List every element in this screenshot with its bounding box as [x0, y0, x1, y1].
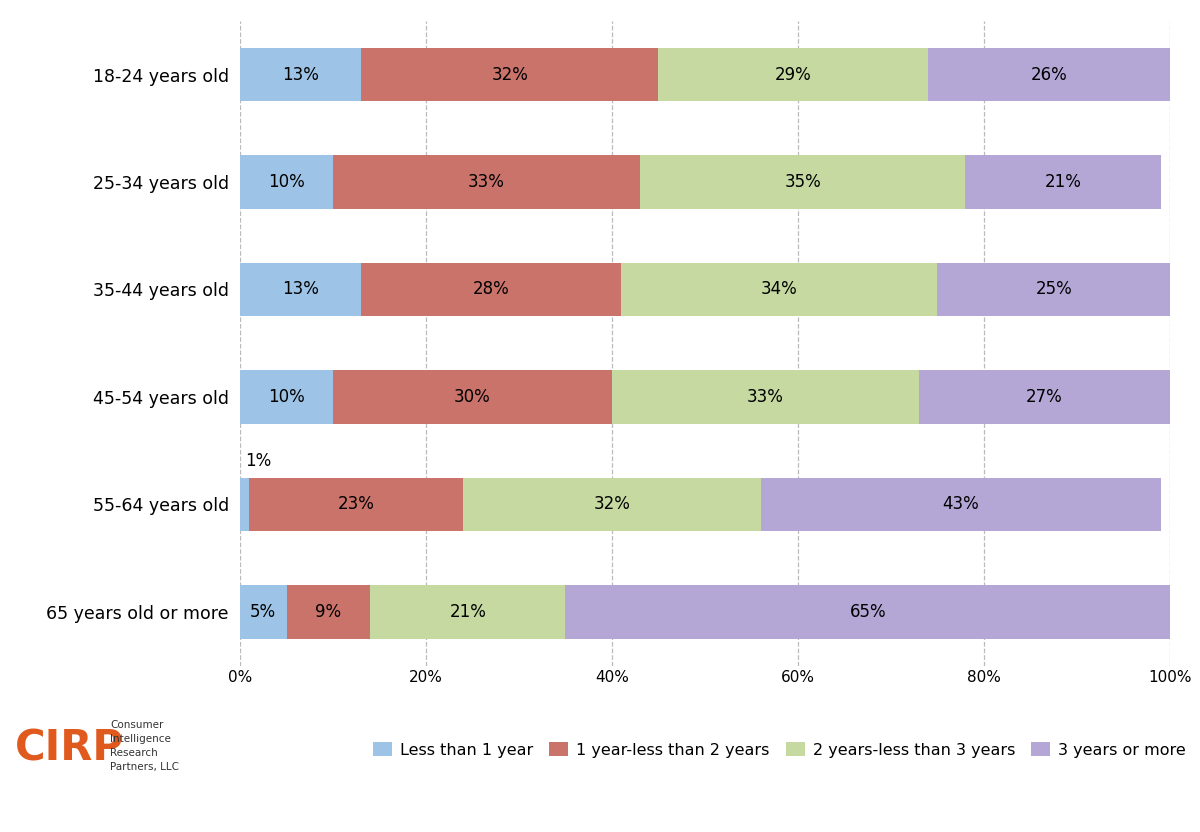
- Text: Consumer
Intelligence
Research
Partners, LLC: Consumer Intelligence Research Partners,…: [110, 720, 180, 772]
- Text: 21%: 21%: [450, 603, 486, 621]
- Text: 33%: 33%: [468, 173, 505, 191]
- Bar: [240, 155, 334, 209]
- Bar: [965, 155, 1160, 209]
- Text: 1%: 1%: [245, 452, 271, 470]
- Bar: [622, 263, 937, 316]
- Text: 23%: 23%: [338, 495, 374, 513]
- Bar: [240, 478, 250, 532]
- Bar: [361, 47, 659, 102]
- Text: 33%: 33%: [748, 388, 784, 406]
- Text: 25%: 25%: [1036, 280, 1072, 299]
- Bar: [240, 370, 334, 423]
- Bar: [919, 370, 1170, 423]
- Bar: [287, 585, 370, 639]
- Text: 9%: 9%: [316, 603, 342, 621]
- Bar: [612, 370, 919, 423]
- Text: 32%: 32%: [491, 66, 528, 83]
- Bar: [928, 47, 1170, 102]
- Text: 34%: 34%: [761, 280, 798, 299]
- Bar: [240, 47, 361, 102]
- Text: 28%: 28%: [473, 280, 510, 299]
- Text: 26%: 26%: [1031, 66, 1068, 83]
- Bar: [937, 263, 1170, 316]
- Text: 30%: 30%: [454, 388, 491, 406]
- Bar: [334, 155, 640, 209]
- Text: 21%: 21%: [1045, 173, 1081, 191]
- Text: 10%: 10%: [268, 173, 305, 191]
- Text: 13%: 13%: [282, 280, 319, 299]
- Text: 32%: 32%: [594, 495, 630, 513]
- Bar: [761, 478, 1160, 532]
- Text: 13%: 13%: [282, 66, 319, 83]
- Bar: [659, 47, 928, 102]
- Text: 43%: 43%: [942, 495, 979, 513]
- Bar: [361, 263, 622, 316]
- Bar: [463, 478, 761, 532]
- Bar: [250, 478, 463, 532]
- Bar: [565, 585, 1170, 639]
- Bar: [370, 585, 565, 639]
- Bar: [240, 585, 287, 639]
- Bar: [240, 263, 361, 316]
- Text: 35%: 35%: [785, 173, 821, 191]
- Text: 5%: 5%: [250, 603, 276, 621]
- Legend: Less than 1 year, 1 year-less than 2 years, 2 years-less than 3 years, 3 years o: Less than 1 year, 1 year-less than 2 yea…: [373, 742, 1186, 758]
- Text: 65%: 65%: [850, 603, 886, 621]
- Text: 29%: 29%: [775, 66, 811, 83]
- Bar: [640, 155, 965, 209]
- Text: 27%: 27%: [1026, 388, 1063, 406]
- Text: CIRP: CIRP: [14, 728, 124, 770]
- Bar: [334, 370, 612, 423]
- Text: 10%: 10%: [268, 388, 305, 406]
